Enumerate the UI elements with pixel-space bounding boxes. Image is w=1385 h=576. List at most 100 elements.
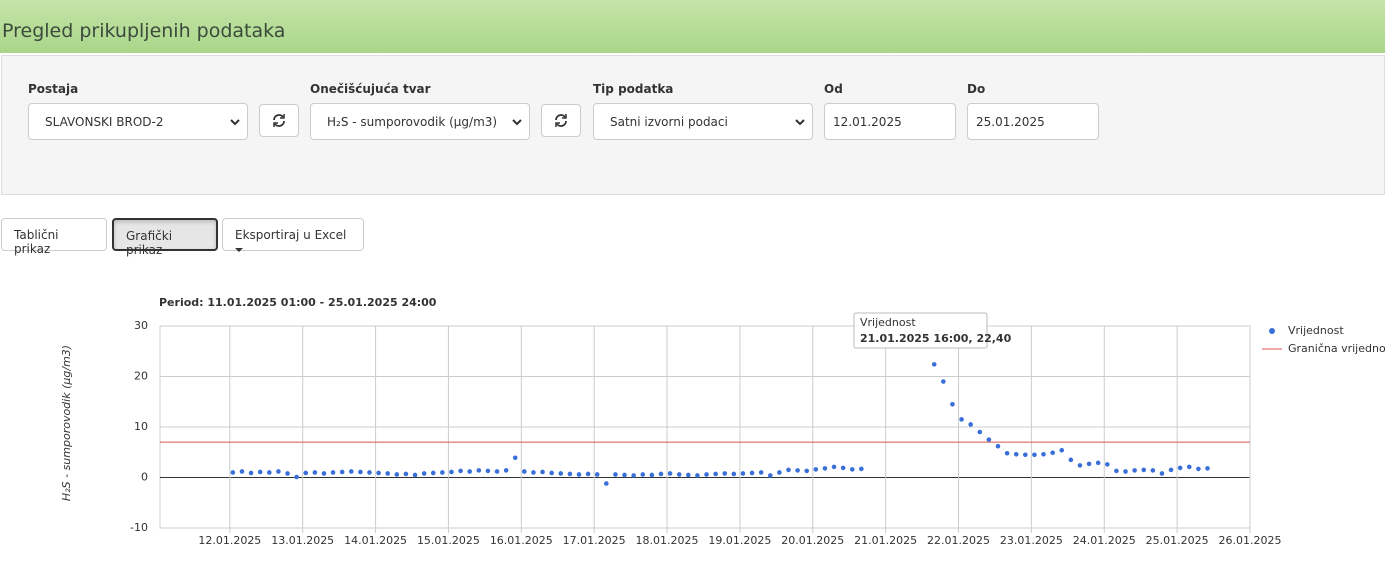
select-value: Satni izvorni podaci xyxy=(610,115,728,129)
data-point xyxy=(686,472,691,478)
select-value: SLAVONSKI BROD-2 xyxy=(45,115,164,129)
data-point xyxy=(767,473,773,478)
data-point xyxy=(1132,468,1137,473)
data-point xyxy=(476,468,482,473)
data-point xyxy=(267,470,272,475)
data-point xyxy=(1068,457,1074,463)
data-point xyxy=(512,455,518,461)
data-point xyxy=(804,468,810,474)
data-point xyxy=(749,470,755,476)
data-point xyxy=(1159,471,1165,476)
data-point xyxy=(658,471,664,477)
button-label: Eksportiraj u Excel xyxy=(235,228,347,242)
data-point xyxy=(412,472,418,478)
y-tick-label: 30 xyxy=(134,319,148,332)
data-point xyxy=(394,472,400,477)
data-point xyxy=(348,469,354,474)
y-tick-label: 20 xyxy=(134,370,148,383)
data-point xyxy=(731,471,737,477)
data-point xyxy=(740,471,746,476)
data-point xyxy=(585,471,591,477)
data-point xyxy=(676,472,682,477)
data-point xyxy=(358,469,363,475)
x-tick-label: 18.01.2025 xyxy=(636,534,699,547)
data-point xyxy=(1041,451,1046,457)
x-tick-label: 24.01.2025 xyxy=(1073,534,1136,547)
data-point xyxy=(1168,467,1174,473)
x-tick-label: 16.01.2025 xyxy=(490,534,553,547)
data-point xyxy=(713,471,718,477)
label: Tip podatka xyxy=(593,82,674,96)
data-point xyxy=(303,470,309,476)
data-point xyxy=(421,471,427,476)
data-point xyxy=(950,401,955,407)
refresh-button[interactable] xyxy=(541,104,581,137)
data-point xyxy=(822,466,828,471)
label: Do xyxy=(967,82,986,96)
data-point xyxy=(695,473,700,478)
chart: Period: 11.01.2025 01:00 - 25.01.2025 24… xyxy=(60,296,1385,547)
header: Pregled prikupljenih podataka xyxy=(0,0,1385,53)
y-axis-label: H₂S - sumporovodik (µg/m3) xyxy=(60,345,73,501)
data-point xyxy=(1114,468,1119,474)
data-point xyxy=(1104,462,1110,467)
data-point xyxy=(640,472,646,477)
data-point xyxy=(330,470,336,475)
data-point xyxy=(567,471,573,477)
refresh-button[interactable] xyxy=(259,104,299,137)
button-label: Grafički prikaz xyxy=(126,229,173,257)
data-point xyxy=(503,468,509,473)
data-point xyxy=(931,362,937,367)
pollutant-select[interactable]: H₂S - sumporovodik (µg/m3) xyxy=(310,103,530,140)
data-point xyxy=(1150,468,1156,473)
x-tick-label: 12.01.2025 xyxy=(198,534,261,547)
data-point xyxy=(622,472,627,478)
x-tick-label: 22.01.2025 xyxy=(927,534,990,547)
data-point xyxy=(248,470,254,476)
data-point xyxy=(458,468,463,474)
date-from-input[interactable]: 12.01.2025 xyxy=(824,103,956,140)
tooltip-box xyxy=(853,312,988,349)
data-point xyxy=(1177,465,1183,471)
data-point xyxy=(1196,466,1201,472)
data-point xyxy=(449,469,454,475)
x-tick-label: 17.01.2025 xyxy=(563,534,626,547)
chart-subtitle: Period: 11.01.2025 01:00 - 25.01.2025 24… xyxy=(159,296,437,309)
type-select[interactable]: Satni izvorni podaci xyxy=(593,103,813,140)
data-point xyxy=(558,471,564,476)
x-tick-label: 25.01.2025 xyxy=(1146,534,1209,547)
tooltip-text: 21.01.2025 16:00, 22,40 xyxy=(860,332,1012,345)
data-point xyxy=(294,474,299,480)
legend-label: Granična vrijednost xyxy=(1288,342,1385,355)
table-view-button[interactable]: Tablični prikaz xyxy=(1,218,107,256)
input-value: 12.01.2025 xyxy=(833,115,902,129)
x-tick-label: 26.01.2025 xyxy=(1219,534,1282,547)
x-tick-label: 20.01.2025 xyxy=(781,534,844,547)
export-button[interactable]: Eksportiraj u Excel xyxy=(222,218,364,252)
data-point xyxy=(758,470,764,475)
data-point xyxy=(813,467,819,472)
data-point xyxy=(604,481,609,486)
page-title: Pregled prikupljenih podataka xyxy=(2,20,286,42)
data-point xyxy=(1004,450,1010,456)
data-point xyxy=(440,470,445,475)
data-point xyxy=(285,471,290,476)
station-select[interactable]: SLAVONSKI BROD-2 xyxy=(28,103,248,140)
data-point xyxy=(531,470,536,475)
data-point xyxy=(1186,464,1192,470)
label: Od xyxy=(824,82,843,96)
data-point xyxy=(795,468,800,473)
label: Onečišćujuća tvar xyxy=(310,82,431,96)
data-point xyxy=(1141,467,1147,473)
chart-view-button[interactable]: Grafički prikaz xyxy=(112,218,218,257)
data-point xyxy=(786,467,791,473)
data-point xyxy=(840,465,846,471)
data-point xyxy=(1086,461,1092,467)
data-point xyxy=(430,470,436,476)
data-point xyxy=(594,472,600,477)
input-value: 25.01.2025 xyxy=(976,115,1045,129)
date-to-input[interactable]: 25.01.2025 xyxy=(967,103,1099,140)
data-point xyxy=(704,472,709,477)
data-point xyxy=(859,466,864,472)
